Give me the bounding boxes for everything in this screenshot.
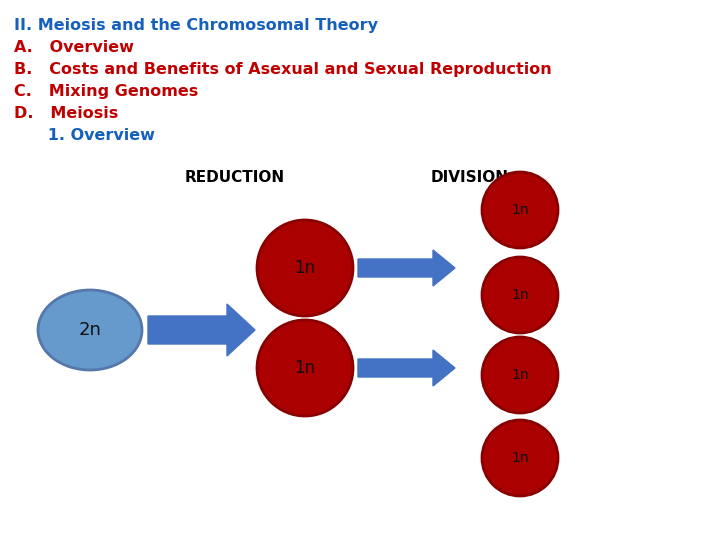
FancyArrow shape xyxy=(358,350,455,386)
Text: REDUCTION: REDUCTION xyxy=(185,171,285,186)
Text: B.   Costs and Benefits of Asexual and Sexual Reproduction: B. Costs and Benefits of Asexual and Sex… xyxy=(14,62,552,77)
Text: 1n: 1n xyxy=(511,203,528,217)
Ellipse shape xyxy=(482,337,558,413)
Text: C.   Mixing Genomes: C. Mixing Genomes xyxy=(14,84,198,99)
Text: 1n: 1n xyxy=(511,451,528,465)
Ellipse shape xyxy=(257,220,353,316)
Ellipse shape xyxy=(482,172,558,248)
Ellipse shape xyxy=(482,420,558,496)
Text: 1. Overview: 1. Overview xyxy=(14,128,155,143)
Text: 1n: 1n xyxy=(511,288,528,302)
Text: II. Meiosis and the Chromosomal Theory: II. Meiosis and the Chromosomal Theory xyxy=(14,18,378,33)
Text: D.   Meiosis: D. Meiosis xyxy=(14,106,118,121)
FancyArrow shape xyxy=(358,250,455,286)
Ellipse shape xyxy=(38,290,142,370)
FancyArrow shape xyxy=(148,304,255,356)
Ellipse shape xyxy=(482,257,558,333)
Text: A.   Overview: A. Overview xyxy=(14,40,134,55)
Text: 1n: 1n xyxy=(511,368,528,382)
Text: 1n: 1n xyxy=(294,259,315,277)
Text: DIVISION: DIVISION xyxy=(431,171,509,186)
Text: 2n: 2n xyxy=(78,321,102,339)
Text: 1n: 1n xyxy=(294,359,315,377)
Ellipse shape xyxy=(257,320,353,416)
